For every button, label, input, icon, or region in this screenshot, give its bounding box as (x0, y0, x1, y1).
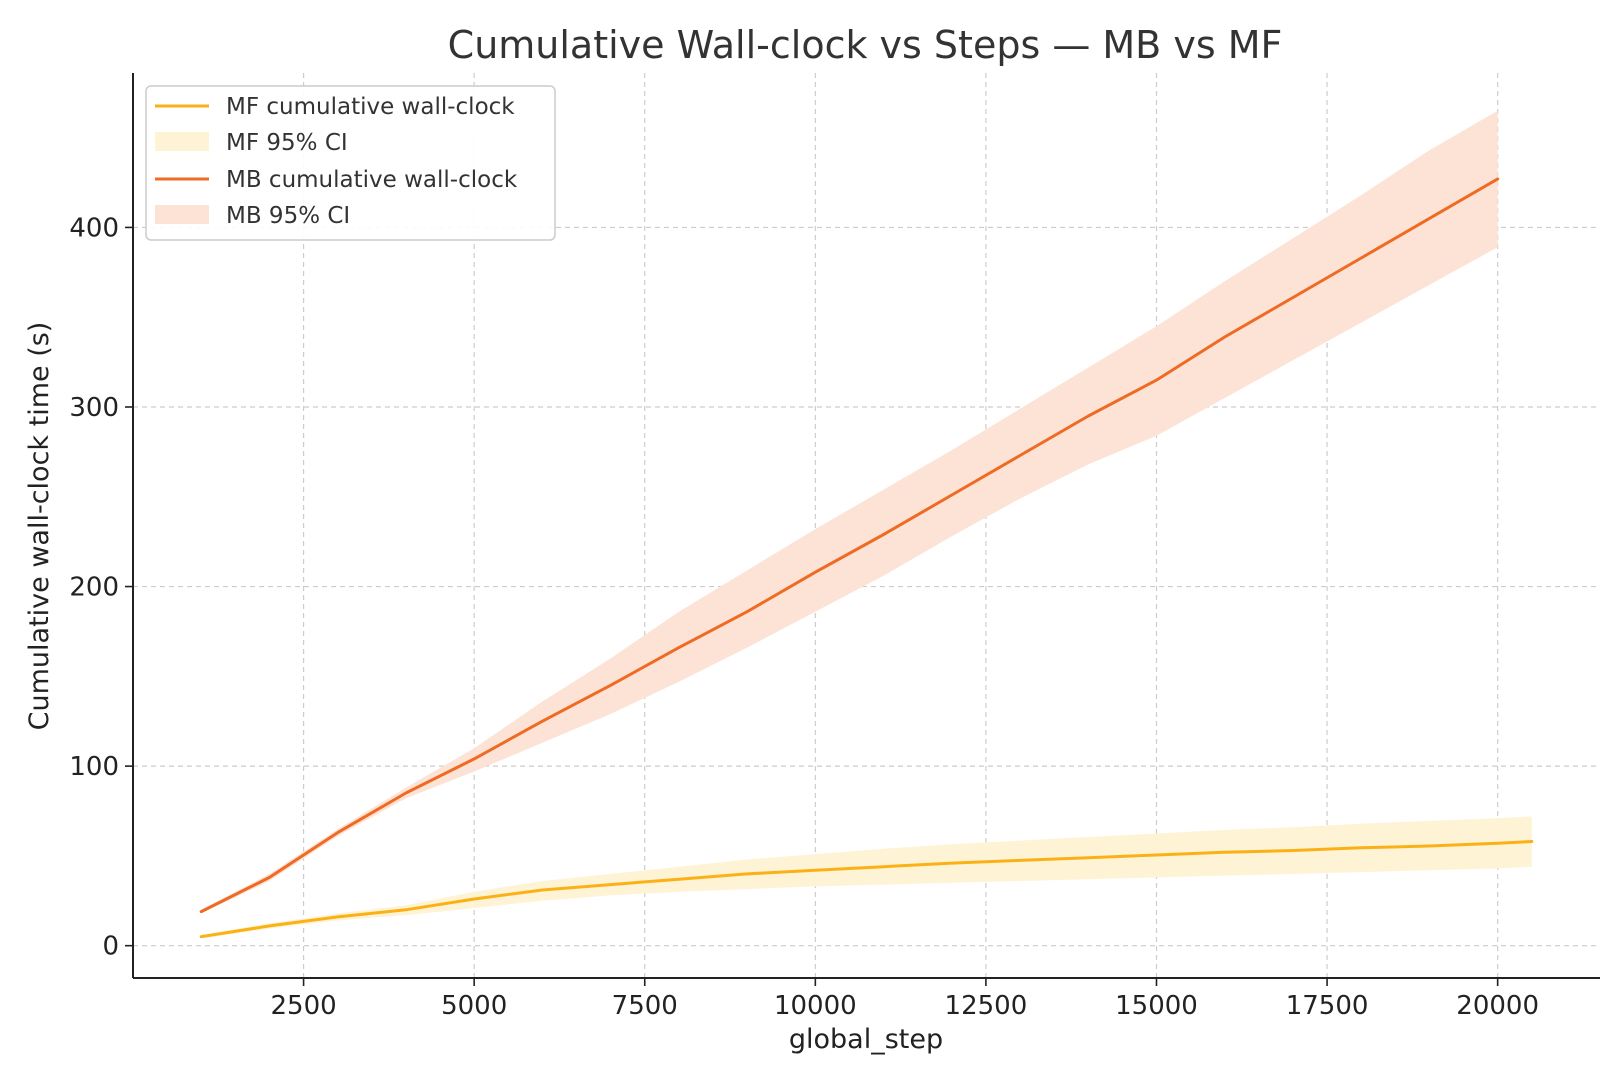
legend-label-mb-ci: MB 95% CI (226, 203, 350, 229)
x-tick-label: 2500 (270, 991, 336, 1021)
legend-label-mf-ci: MF 95% CI (226, 130, 348, 156)
x-ticks: 2500 5000 7500 10000 12500 15000 17500 20000 (270, 978, 1539, 1021)
x-tick-label: 20000 (1456, 991, 1539, 1021)
legend-frame (145, 85, 556, 241)
y-tick-label: 400 (69, 213, 119, 243)
mf-ci-band (201, 816, 1532, 939)
y-axis-label: Cumulative wall-clock time (s) (24, 322, 55, 731)
x-tick-label: 15000 (1115, 991, 1198, 1021)
y-tick-label: 300 (69, 393, 119, 423)
legend-swatch-mb-ci (155, 205, 209, 224)
legend: MF cumulative wall-clock MF 95% CI MB cu… (145, 85, 556, 241)
mf-series-line (199, 840, 1534, 939)
y-ticks: 0 100 200 300 400 (69, 213, 133, 962)
x-tick-label: 10000 (774, 991, 857, 1021)
mb-series-line (199, 177, 1500, 914)
x-tick-label: 12500 (945, 991, 1028, 1021)
x-tick-label: 17500 (1286, 991, 1369, 1021)
x-tick-label: 5000 (441, 991, 507, 1021)
chart-title: Cumulative Wall-clock vs Steps — MB vs M… (448, 23, 1283, 67)
confidence-bands (201, 110, 1532, 939)
x-tick-label: 7500 (612, 991, 678, 1021)
legend-label-mf-line: MF cumulative wall-clock (226, 94, 515, 120)
mb-ci-band (201, 110, 1498, 914)
legend-label-mb-line: MB cumulative wall-clock (226, 167, 518, 193)
y-tick-label: 0 (102, 932, 119, 962)
axes (132, 73, 1600, 979)
y-tick-label: 200 (69, 573, 119, 603)
legend-swatch-mf-ci (155, 132, 209, 151)
x-axis-label: global_step (789, 1024, 943, 1055)
y-tick-label: 100 (69, 752, 119, 782)
series-lines (199, 177, 1534, 939)
